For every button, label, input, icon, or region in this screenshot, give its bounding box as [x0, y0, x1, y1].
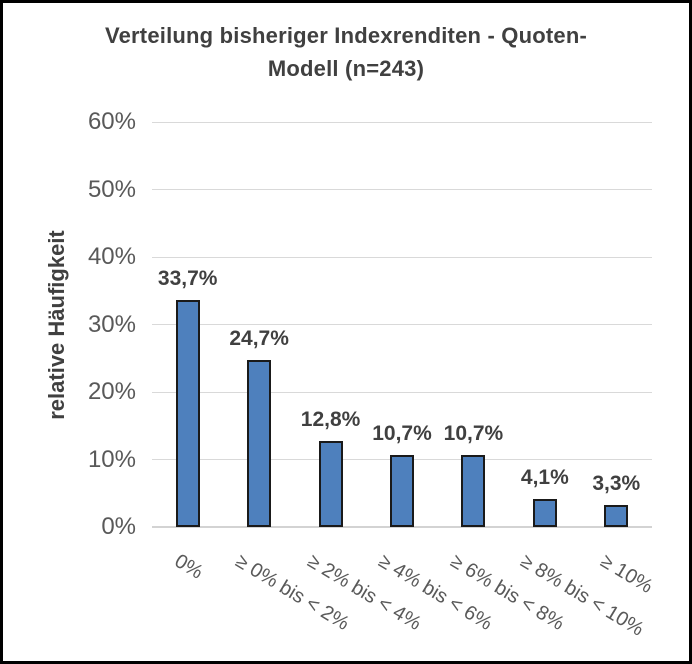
y-tick-label: 20% [87, 378, 136, 405]
y-tick-label: 40% [87, 243, 136, 270]
bar-value-label: 10,7% [372, 421, 432, 445]
chart-title: Verteilung bisheriger Indexrenditen - Qu… [0, 19, 692, 85]
bar-value-label: 12,8% [300, 407, 361, 431]
gridline [152, 324, 652, 325]
y-tick-label: 0% [101, 513, 136, 540]
y-tick-label: 10% [87, 445, 136, 473]
bar-value-label: 33,7% [157, 266, 218, 290]
bar [247, 360, 272, 527]
bar [175, 299, 200, 527]
gridline [152, 391, 652, 393]
bar [461, 454, 486, 527]
bar-value-label: 24,7% [229, 327, 289, 351]
x-category-label: ≥ 10% [596, 550, 657, 598]
y-tick-label: 30% [87, 310, 136, 338]
chart-title-line-1: Verteilung bisheriger Indexrenditen - Qu… [104, 23, 588, 48]
y-tick-label: 60% [87, 108, 136, 135]
bar [390, 454, 414, 527]
bar [318, 440, 343, 527]
gridline [152, 189, 652, 190]
bar [532, 499, 557, 527]
bar-value-label: 4,1% [520, 466, 569, 490]
gridline [152, 256, 652, 258]
bar [604, 504, 629, 527]
chart-title-line-2: Modell (n=243) [267, 56, 425, 81]
bar-value-label: 3,3% [592, 471, 641, 495]
y-tick-label: 50% [87, 175, 136, 203]
gridline [152, 121, 652, 123]
x-category-label: 0% [170, 550, 207, 584]
bar-value-label: 10,7% [443, 421, 504, 445]
